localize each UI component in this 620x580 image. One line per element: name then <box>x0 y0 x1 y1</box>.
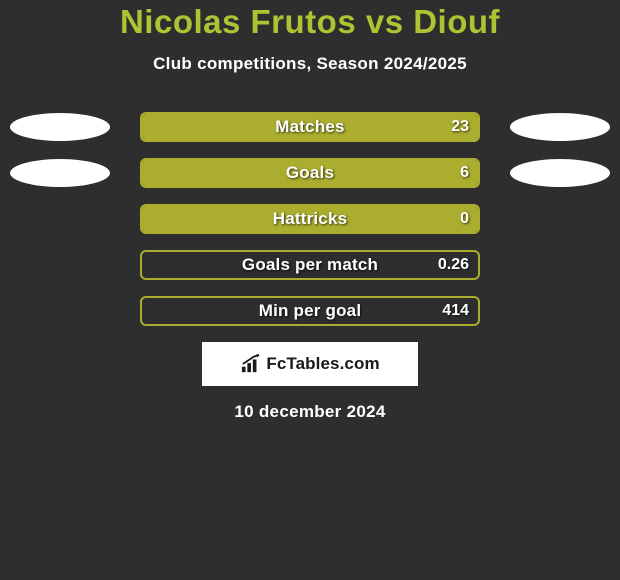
logo-label: FcTables.com <box>266 354 379 374</box>
stat-row: Hattricks 0 <box>0 204 620 234</box>
stat-bar-outer <box>140 296 480 326</box>
stat-bar-outer <box>140 112 480 142</box>
stat-row: Goals 6 <box>0 158 620 188</box>
stat-bar-fill <box>142 206 478 232</box>
stat-row: Min per goal 414 <box>0 296 620 326</box>
chart-icon <box>240 354 262 374</box>
stat-row: Goals per match 0.26 <box>0 250 620 280</box>
page-title: Nicolas Frutos vs Diouf <box>0 4 620 40</box>
stat-row: Matches 23 <box>0 112 620 142</box>
logo-text: FcTables.com <box>240 354 379 374</box>
logo: FcTables.com <box>202 342 418 386</box>
player-left-marker <box>10 113 110 141</box>
stat-bar-outer <box>140 204 480 234</box>
stat-bar-outer <box>140 250 480 280</box>
stat-bar-outer <box>140 158 480 188</box>
date: 10 december 2024 <box>0 402 620 422</box>
comparison-chart: Matches 23 Goals 6 Hattricks 0 <box>0 112 620 326</box>
stat-bar-fill <box>142 114 478 140</box>
player-right-marker <box>510 113 610 141</box>
subtitle: Club competitions, Season 2024/2025 <box>0 54 620 74</box>
player-right-marker <box>510 159 610 187</box>
player-left-marker <box>10 159 110 187</box>
stat-bar-fill <box>142 160 478 186</box>
